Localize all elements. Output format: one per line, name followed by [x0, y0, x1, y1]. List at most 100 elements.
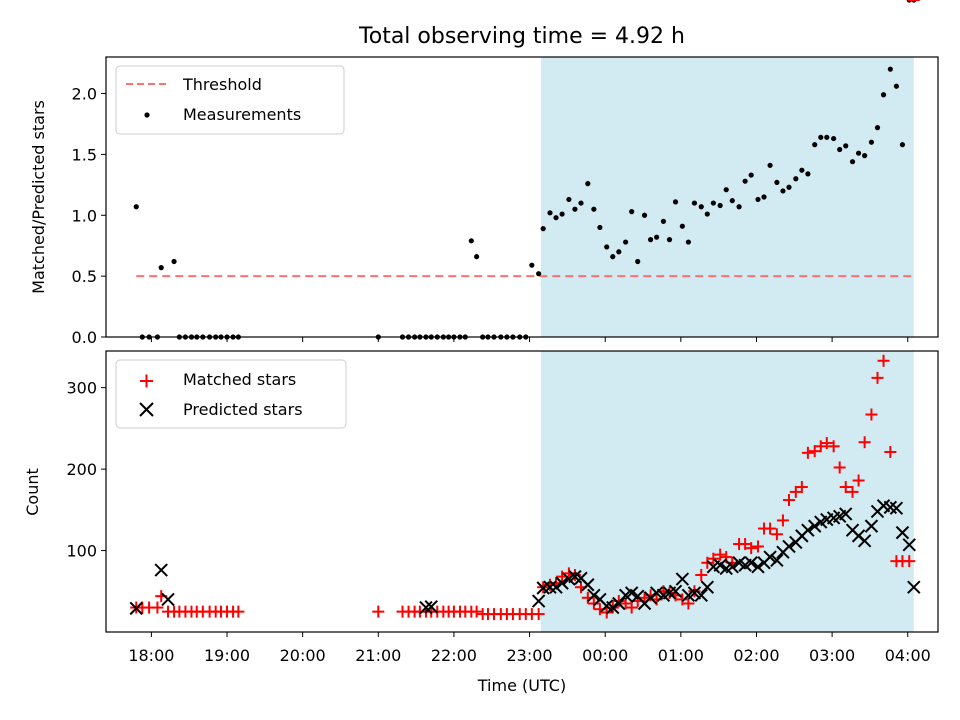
matched-stars-point: [808, 445, 821, 458]
predicted-stars-point: [419, 600, 433, 615]
measurements-point: [812, 142, 818, 148]
predicted-stars-point: [700, 580, 715, 594]
measurements-point: [610, 254, 616, 260]
predicted-stars-point: [549, 580, 563, 594]
measurements-point: [899, 142, 906, 148]
matched-stars-point: [846, 485, 859, 498]
measurements-point: [793, 176, 799, 182]
predicted-stars-point: [161, 592, 175, 607]
measurements-point: [635, 258, 641, 265]
predicted-stars-point: [782, 539, 796, 554]
measurements-point: [855, 150, 862, 156]
top-y-ticks: 0.0 0.5 1.0 1.5 2.0: [72, 85, 106, 347]
matched-stars-point: [801, 446, 814, 459]
matched-stars-point: [764, 522, 777, 535]
predicted-stars-point: [424, 600, 438, 614]
measurements-point: [566, 196, 572, 203]
top-series-layer: [133, 0, 917, 340]
matched-stars-point: [865, 408, 878, 421]
matched-stars-point: [707, 552, 720, 565]
x-tick-label: 04:00: [885, 646, 931, 665]
measurements-point: [831, 135, 837, 142]
matched-stars-point: [676, 593, 689, 606]
top-legend: Threshold Measurements: [115, 65, 345, 135]
top-panel: 0.00.51.01.52.0 Matched/Predicted stars …: [29, 0, 939, 347]
x-tick-label: 01:00: [658, 646, 704, 665]
top-y-tick-label: 2.0: [72, 85, 97, 104]
measurements-point: [578, 200, 584, 206]
measurements-point: [666, 237, 673, 243]
predicted-stars-point: [154, 563, 168, 577]
measurements-point: [647, 237, 654, 243]
measurements-point: [805, 171, 811, 177]
measurements-point: [767, 162, 773, 168]
measurements-point: [572, 206, 578, 212]
matched-stars-point: [833, 461, 846, 474]
measurements-point: [704, 211, 710, 217]
measurements-point: [585, 181, 591, 187]
measurements-point: [710, 200, 716, 206]
measurements-point: [874, 125, 881, 131]
legend-label-measurements: Measurements: [183, 105, 301, 124]
matched-stars-point: [751, 540, 764, 553]
matched-stars-point: [470, 605, 483, 618]
measurements-point: [723, 187, 729, 193]
predicted-stars-point: [744, 556, 758, 570]
measurements-point: [774, 179, 780, 185]
chart-title: Total observing time = 4.92 h: [358, 24, 685, 49]
x-axis-label: Time (UTC): [477, 676, 566, 695]
measurements-point: [171, 258, 177, 265]
matched-stars-point: [745, 542, 758, 555]
predicted-stars-point: [531, 594, 546, 608]
measurements-point: [641, 212, 648, 218]
predicted-stars-point: [129, 601, 143, 616]
bottom-panel: 100 200 300 18:00 19:00 20:00 21:00 22:00 23:00…: [23, 0, 939, 695]
predicted-stars-point: [864, 519, 879, 533]
matched-stars-point: [232, 605, 245, 618]
bottom-series-layer: [129, 0, 921, 621]
predicted-stars-point: [763, 550, 777, 564]
measurements-point: [474, 254, 480, 260]
x-tick-label: 00:00: [582, 646, 628, 665]
top-plot-frame: [105, 56, 939, 338]
top-x-ticks: [150, 337, 909, 342]
matched-stars-point: [770, 528, 783, 541]
predicted-stars-point: [857, 534, 872, 548]
matched-stars-point: [903, 555, 916, 568]
bottom-y-tick-label: 200: [66, 460, 97, 479]
matched-stars-point: [372, 605, 385, 618]
measurements-point: [468, 238, 474, 244]
bottom-legend: Matched stars Predicted stars: [115, 359, 347, 429]
measurements-point: [158, 265, 164, 271]
predicted-stars-point: [694, 588, 708, 603]
measurements-point: [536, 271, 542, 277]
measurements-point: [654, 234, 660, 240]
predicted-stars-point: [587, 588, 601, 603]
bottom-y-ticks: 100 200 300: [66, 379, 106, 561]
measurements-point: [623, 239, 629, 245]
measurements-point: [597, 224, 603, 231]
x-tick-label: 03:00: [809, 646, 855, 665]
matched-stars-point: [820, 437, 833, 450]
measurements-point: [736, 204, 742, 210]
bottom-y-tick-label: 100: [66, 542, 97, 561]
predicted-stars-legend-swatch: [139, 402, 154, 417]
matched-stars-point: [789, 485, 802, 498]
measurements-point: [591, 206, 597, 212]
predicted-stars-point: [889, 501, 904, 515]
x-tick-label: 21:00: [355, 646, 401, 665]
matched-stars-point: [839, 481, 852, 494]
matched-stars-point: [612, 595, 625, 608]
predicted-stars-point: [907, 580, 921, 594]
predicted-stars-point: [668, 584, 683, 598]
measurements-point: [660, 218, 667, 224]
matched-stars-legend-swatch: [140, 374, 153, 388]
measurements-point: [849, 159, 856, 165]
measurements-point: [780, 188, 786, 194]
top-y-tick-label: 1.5: [72, 145, 97, 164]
top-y-tick-label: 0.0: [72, 328, 97, 347]
x-tick-label: 02:00: [733, 646, 779, 665]
measurements-point: [679, 223, 685, 229]
predicted-stars-point: [902, 538, 916, 552]
